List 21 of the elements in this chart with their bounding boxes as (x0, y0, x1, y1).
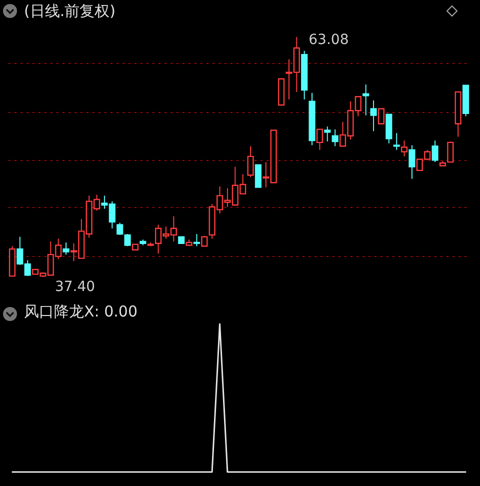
candlestick (378, 108, 385, 124)
candlestick (393, 132, 400, 150)
candlestick (400, 140, 408, 157)
candlestick (447, 140, 454, 163)
candlestick (62, 242, 70, 256)
candlestick (362, 84, 370, 116)
candlestick (370, 100, 377, 132)
candlestick (408, 144, 416, 180)
candlestick (316, 128, 324, 150)
candlestick (254, 164, 262, 188)
candlestick (324, 126, 331, 142)
text: 37.40 (54, 279, 96, 295)
candlestick (247, 146, 254, 178)
candlestick (193, 234, 200, 247)
chart-title: 风口降龙X: 0.00 (24, 302, 138, 320)
candlestick (124, 234, 131, 247)
candlestick (116, 222, 124, 236)
candlestick (332, 128, 338, 147)
annotation: 63.08 (308, 32, 349, 48)
chart-title: (日线.前复权) (24, 2, 116, 20)
candlestick (432, 140, 438, 163)
